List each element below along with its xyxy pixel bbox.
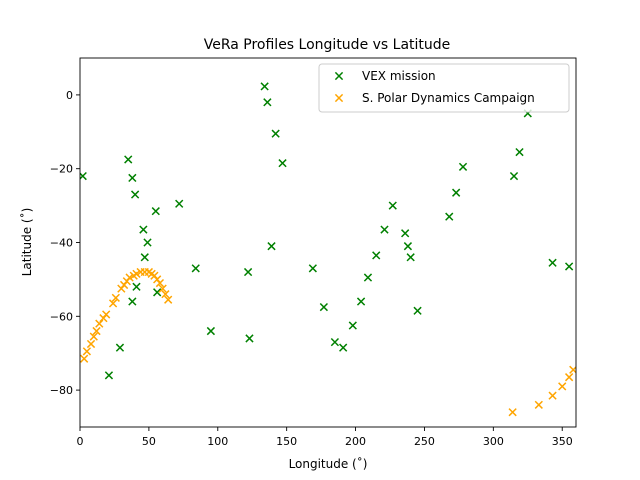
data-point [508,408,517,417]
data-point [558,382,567,391]
y-tick-label: −80 [50,384,73,397]
x-tick-label: 150 [276,435,297,448]
x-axis: 0 50 100 150 200 250 300 350 [77,427,573,448]
data-point [80,354,89,363]
data-point [548,258,557,267]
data-point [548,391,557,400]
data-point [348,321,357,330]
data-point [278,159,287,168]
x-tick-label: 300 [483,435,504,448]
data-point [509,171,519,181]
data-point [403,242,413,251]
data-point [158,284,167,293]
data-point [111,293,120,302]
series-1 [80,82,574,380]
data-point [245,334,254,343]
y-tick-label: −20 [50,163,73,176]
y-tick-label: −60 [50,310,73,323]
data-point [125,273,134,282]
data-point [102,310,111,319]
data-point [458,162,468,171]
y-axis-label: Latitude (˚) [19,208,34,277]
y-axis: −80 −60 −40 −20 0 [50,89,80,397]
data-point [104,371,114,380]
legend-marker [334,71,344,81]
x-axis-label: Longitude (˚) [289,456,368,471]
data-point [388,201,397,210]
legend-box [318,63,570,113]
legend-label: VEX mission [362,69,436,83]
data-point [86,339,96,349]
data-point [271,129,280,138]
data-point [339,343,348,352]
data-point [115,343,125,352]
legend-entry: VEX mission [334,69,436,83]
data-point [452,188,461,197]
data-point [191,264,200,273]
data-point [128,297,137,306]
data-point [206,326,216,336]
data-point [319,302,328,312]
data-point [363,273,373,282]
y-tick-label: −40 [50,237,73,250]
data-point [132,269,141,278]
data-point [82,347,92,356]
data-point [124,155,133,164]
x-tick-label: 0 [77,435,84,448]
x-tick-label: 100 [207,435,228,448]
data-point [89,332,98,341]
series-2 [80,267,576,417]
x-tick-label: 350 [552,435,573,448]
data-point [164,295,173,304]
data-point [401,229,410,238]
plot-frame [79,57,577,428]
data-point [534,400,543,409]
data-point [139,225,148,234]
legend: VEX mission S. Polar Dynamics Campaign [318,63,570,113]
data-point [564,262,574,271]
x-tick-label: 50 [142,435,156,448]
data-point [130,190,140,199]
y-tick-label: 0 [66,89,73,102]
data-point [356,297,366,306]
series-layer [80,82,576,417]
data-point [330,337,340,347]
legend-entry: S. Polar Dynamics Campaign [334,91,535,105]
data-point [406,253,415,262]
data-point [380,225,389,234]
data-point [515,147,524,157]
data-point [161,290,170,299]
data-point [92,326,101,336]
legend-label: S. Polar Dynamics Campaign [362,91,535,105]
data-point [243,267,253,277]
x-tick-label: 250 [414,435,435,448]
data-point [263,98,272,107]
data-point [155,278,165,288]
legend-marker [334,93,344,103]
data-point [143,238,152,247]
data-point [153,288,162,297]
data-point [128,173,137,183]
data-point [372,251,381,260]
data-point [108,299,118,308]
data-point [308,264,317,273]
data-point [564,373,574,382]
data-point [267,242,276,251]
chart-title: VeRa Profiles Longitude vs Latitude [204,37,451,53]
data-point [132,282,141,291]
data-point [445,212,454,221]
data-point [140,253,149,262]
data-point [95,319,104,328]
data-point [175,199,184,208]
data-point [151,207,160,216]
data-point [260,82,269,91]
x-tick-label: 200 [345,435,366,448]
data-point [413,306,422,315]
